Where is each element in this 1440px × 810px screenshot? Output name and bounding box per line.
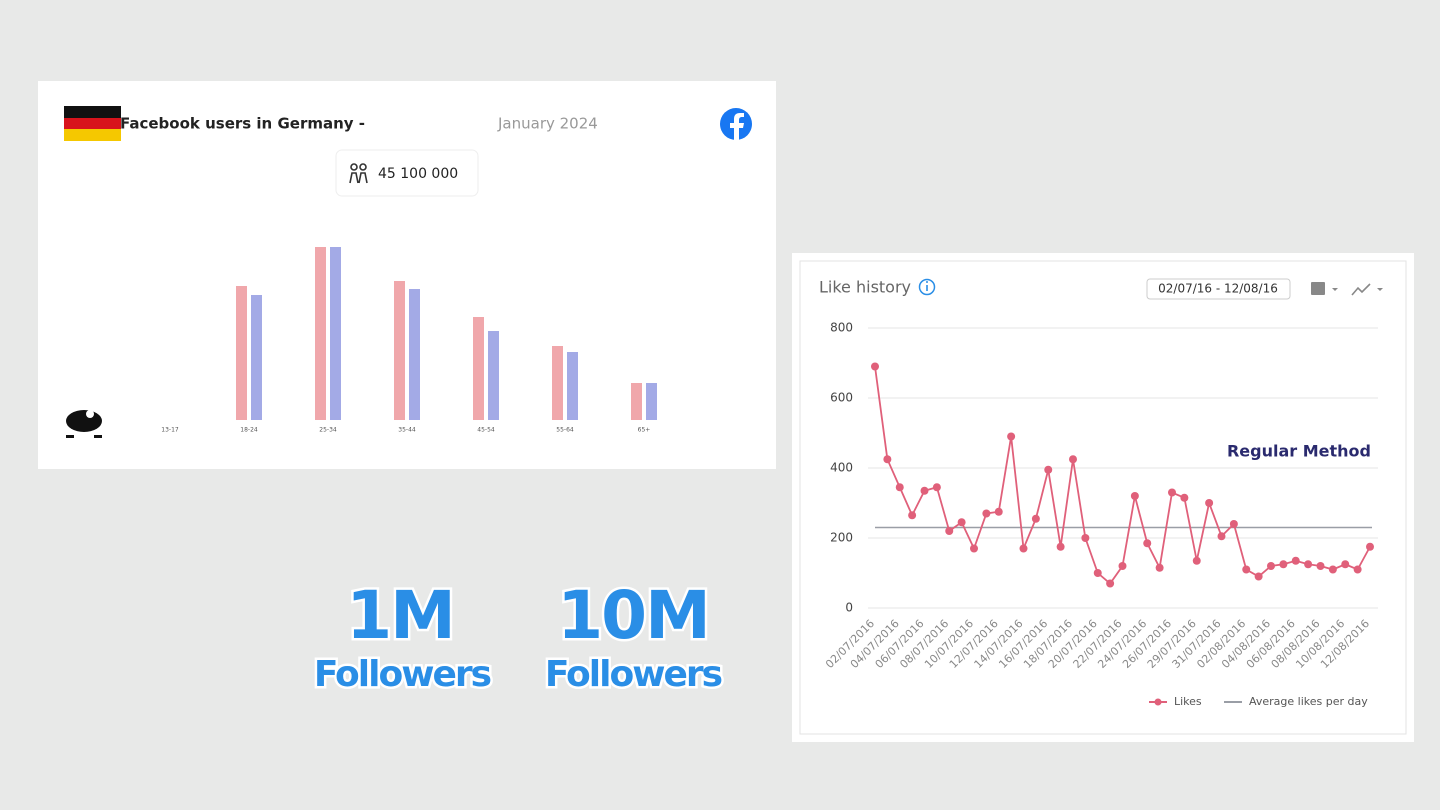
likes-dot [1328,565,1337,574]
likes-dot [982,509,991,518]
total-badge [335,149,479,197]
likes-dot [1081,534,1090,542]
legend-swatch-dot [1154,698,1162,706]
likes-dot [1366,542,1374,551]
date-range[interactable]: 02/07/16 - 12/08/16 [1158,282,1278,296]
annotation: Regular Method [1227,442,1371,461]
bar [236,286,247,420]
line-card-border [799,260,1407,735]
likes-dot [1217,532,1226,541]
likes-dot [1007,432,1016,441]
likes-dot [1341,560,1350,569]
info-icon [918,278,936,296]
bar [409,289,420,420]
y-tick-label: 600 [830,391,853,405]
likes-dot [908,511,917,520]
likes-dot [994,507,1003,516]
likes-dot [1291,556,1300,565]
likes-dot [1168,488,1176,497]
likes-dot [1205,499,1214,507]
likes-dot [883,455,892,464]
x-tick-label: 65+ [638,427,651,434]
likes-dot [1130,492,1139,500]
likes-dot [871,362,879,371]
bar-card [38,81,776,469]
likes-dot [1304,560,1313,569]
line-title: Like history [819,278,911,297]
likes-dot [957,518,966,527]
toolbar-icons[interactable] [1311,282,1383,296]
likes-dot [1155,563,1164,572]
y-tick-label: 0 [845,601,853,615]
bar [488,331,499,420]
total-value: 45 100 000 [378,166,458,182]
x-tick-label: 35-44 [398,427,416,434]
likes-dot [970,544,978,553]
likes-dot [1279,560,1288,569]
likes-dot [1118,562,1127,570]
x-tick-label: 55-64 [556,427,574,434]
likes-dot [1069,455,1077,464]
bar [315,247,326,420]
likes-dot [1242,565,1251,574]
likes-dot [1316,562,1325,570]
likes-dot [1180,493,1189,502]
bar [251,295,262,420]
likes-dot [1192,556,1201,565]
caption: Followers [314,654,491,695]
logo [66,410,102,438]
people-icon [349,163,368,184]
bar [330,247,341,420]
likes-dot [1106,579,1115,588]
bar [646,383,657,420]
y-tick-label: 400 [830,461,853,475]
likes-dot [1229,520,1238,528]
likes-dot [945,527,954,535]
caption: Followers [545,654,722,695]
caption: 10M [557,577,709,654]
likes-dot [920,486,929,495]
likes-dot [1353,565,1362,574]
flag [64,106,121,141]
bar [631,383,642,420]
date-range-box[interactable] [1146,278,1291,300]
facebook-icon [720,108,752,140]
likes-dot [1056,542,1065,551]
likes-dot [932,483,941,492]
bar [567,352,578,420]
x-tick-label: 45-54 [477,427,495,434]
caption: 1M [346,577,454,654]
y-tick-label: 200 [830,531,853,545]
legend-label: Average likes per day [1249,695,1368,708]
likes-dot [1031,514,1040,523]
likes-dot [1044,465,1053,474]
likes-dot [1254,572,1263,581]
legend-label: Likes [1174,695,1202,708]
x-tick-label: 18-24 [240,427,258,434]
y-tick-label: 800 [830,321,853,335]
bar [552,346,563,420]
likes-dot [1143,539,1152,548]
bar [473,317,484,420]
bar-title: Facebook users in Germany - [120,115,365,133]
x-tick-label: 13-17 [161,427,179,434]
x-tick-label: 25-34 [319,427,337,434]
line-card [792,253,1414,742]
bar [394,281,405,420]
likes-dot [1093,569,1102,577]
bar-subtitle: January 2024 [497,115,598,133]
likes-dot [895,483,904,492]
likes-dot [1019,544,1028,553]
likes-dot [1267,562,1275,570]
